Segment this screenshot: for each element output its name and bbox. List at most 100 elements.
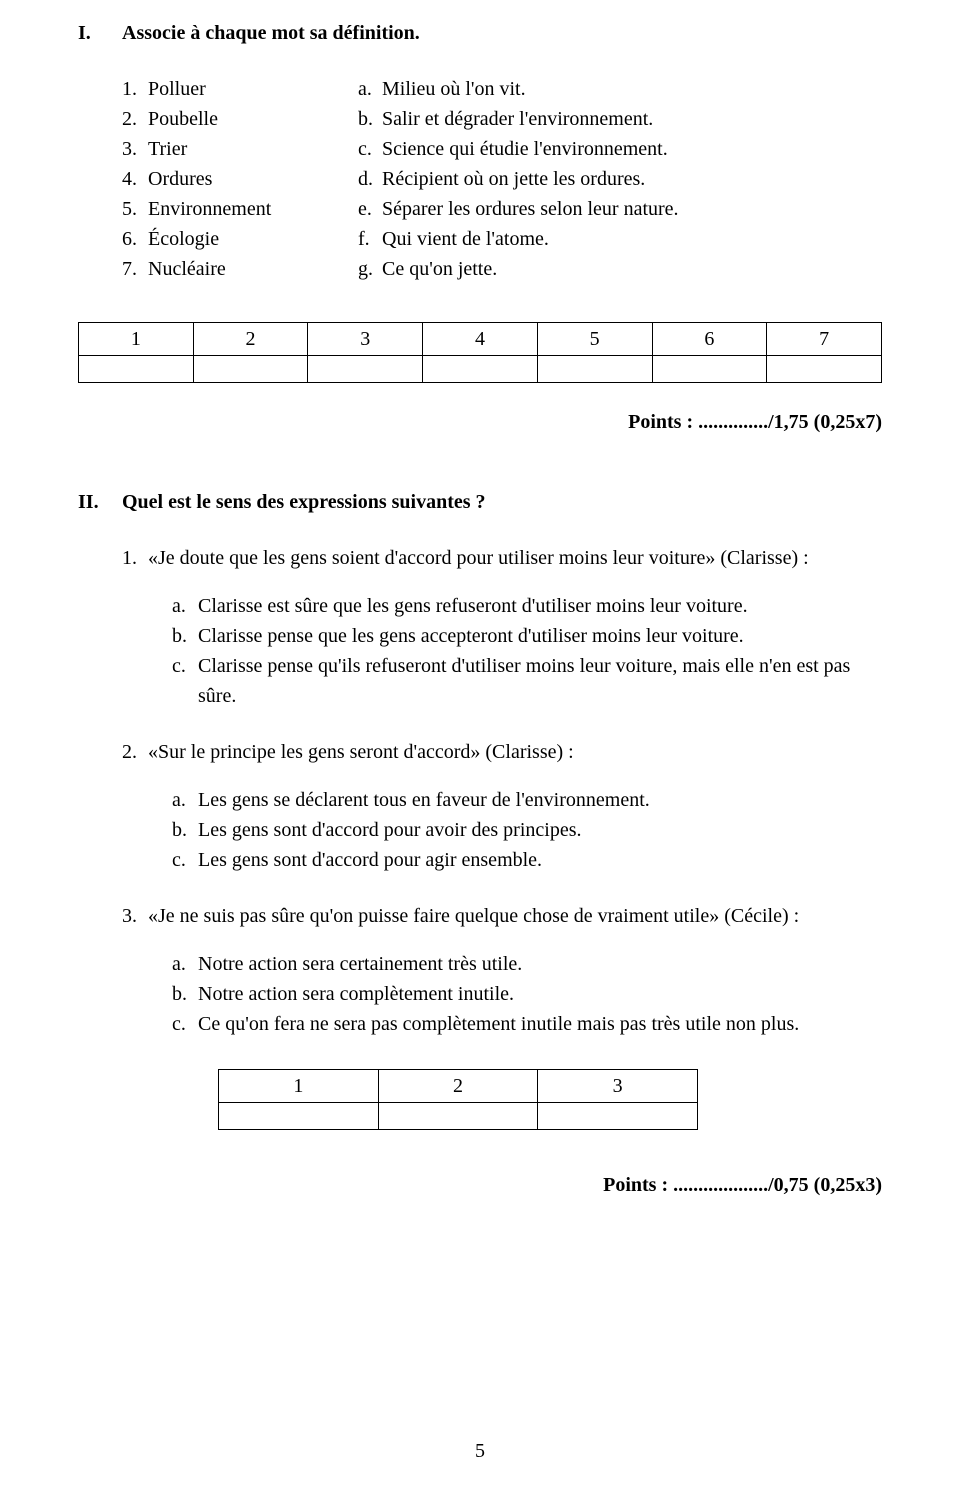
assoc-row: 6.Écologie f.Qui vient de l'atome.	[122, 224, 882, 254]
section-1-title: Associe à chaque mot sa définition.	[122, 18, 420, 48]
answer-cell[interactable]	[79, 356, 194, 383]
table-header-cell: 1	[79, 323, 194, 356]
assoc-def: Science qui étudie l'environnement.	[382, 134, 668, 164]
assoc-term: Polluer	[148, 74, 206, 104]
table-header-cell: 2	[193, 323, 308, 356]
page: I. Associe à chaque mot sa définition. 1…	[0, 0, 960, 1488]
answer-cell[interactable]	[423, 356, 538, 383]
assoc-letter: g.	[358, 254, 382, 284]
option-text: Clarisse pense que les gens accepteront …	[198, 621, 882, 651]
question-number: 2.	[122, 737, 148, 767]
option-letter: a.	[172, 591, 198, 621]
assoc-term: Écologie	[148, 224, 219, 254]
option-text: Notre action sera certainement très util…	[198, 949, 882, 979]
table-header-cell: 2	[378, 1070, 538, 1103]
assoc-num: 6.	[122, 224, 148, 254]
option-text: Notre action sera complètement inutile.	[198, 979, 882, 1009]
option-list: a.Notre action sera certainement très ut…	[172, 949, 882, 1039]
option-row: a.Notre action sera certainement très ut…	[172, 949, 882, 979]
option-letter: c.	[172, 845, 198, 875]
question-text: «Je ne suis pas sûre qu'on puisse faire …	[148, 901, 799, 931]
question-item: 1. «Je doute que les gens soient d'accor…	[122, 543, 882, 573]
assoc-num: 4.	[122, 164, 148, 194]
assoc-num: 2.	[122, 104, 148, 134]
option-row: b.Clarisse pense que les gens accepteron…	[172, 621, 882, 651]
section-1-roman: I.	[78, 18, 122, 48]
table-row: 1 2 3 4 5 6 7	[79, 323, 882, 356]
answer-cell[interactable]	[538, 1103, 698, 1130]
option-text: Les gens sont d'accord pour avoir des pr…	[198, 815, 882, 845]
question-item: 2. «Sur le principe les gens seront d'ac…	[122, 737, 882, 767]
option-row: c.Les gens sont d'accord pour agir ensem…	[172, 845, 882, 875]
assoc-letter: f.	[358, 224, 382, 254]
option-row: a.Les gens se déclarent tous en faveur d…	[172, 785, 882, 815]
table-header-cell: 4	[423, 323, 538, 356]
option-text: Ce qu'on fera ne sera pas complètement i…	[198, 1009, 882, 1039]
assoc-letter: e.	[358, 194, 382, 224]
section-2-roman: II.	[78, 487, 122, 517]
points-line-1: Points : ............../1,75 (0,25x7)	[78, 407, 882, 437]
table-row	[79, 356, 882, 383]
page-number: 5	[0, 1436, 960, 1466]
answer-cell[interactable]	[537, 356, 652, 383]
assoc-row: 1.Polluer a.Milieu où l'on vit.	[122, 74, 882, 104]
option-list: a.Clarisse est sûre que les gens refuser…	[172, 591, 882, 711]
assoc-term: Ordures	[148, 164, 212, 194]
option-letter: a.	[172, 785, 198, 815]
assoc-def: Ce qu'on jette.	[382, 254, 497, 284]
question-number: 3.	[122, 901, 148, 931]
assoc-def: Qui vient de l'atome.	[382, 224, 549, 254]
table-header-cell: 3	[538, 1070, 698, 1103]
answer-cell[interactable]	[193, 356, 308, 383]
assoc-row: 3.Trier c.Science qui étudie l'environne…	[122, 134, 882, 164]
option-letter: c.	[172, 1009, 198, 1039]
option-text: Les gens se déclarent tous en faveur de …	[198, 785, 882, 815]
section-2-title: Quel est le sens des expressions suivant…	[122, 487, 486, 517]
question-item: 3. «Je ne suis pas sûre qu'on puisse fai…	[122, 901, 882, 931]
table-header-cell: 1	[219, 1070, 379, 1103]
answer-table-1: 1 2 3 4 5 6 7	[78, 322, 882, 383]
answer-table-2-wrap: 1 2 3	[218, 1069, 698, 1130]
table-header-cell: 6	[652, 323, 767, 356]
assoc-letter: a.	[358, 74, 382, 104]
option-text: Clarisse pense qu'ils refuseront d'utili…	[198, 651, 882, 711]
assoc-term: Environnement	[148, 194, 271, 224]
assoc-def: Récipient où on jette les ordures.	[382, 164, 645, 194]
table-header-cell: 7	[767, 323, 882, 356]
option-letter: b.	[172, 621, 198, 651]
assoc-num: 1.	[122, 74, 148, 104]
table-row: 1 2 3	[219, 1070, 698, 1103]
option-letter: a.	[172, 949, 198, 979]
assoc-def: Séparer les ordures selon leur nature.	[382, 194, 679, 224]
section-1-heading: I. Associe à chaque mot sa définition.	[78, 18, 882, 48]
assoc-letter: b.	[358, 104, 382, 134]
assoc-letter: d.	[358, 164, 382, 194]
answer-table-2: 1 2 3	[218, 1069, 698, 1130]
option-row: c.Clarisse pense qu'ils refuseront d'uti…	[172, 651, 882, 711]
question-number: 1.	[122, 543, 148, 573]
answer-cell[interactable]	[652, 356, 767, 383]
option-row: b.Les gens sont d'accord pour avoir des …	[172, 815, 882, 845]
points-line-2: Points : .................../0,75 (0,25x…	[78, 1170, 882, 1200]
assoc-num: 3.	[122, 134, 148, 164]
option-letter: b.	[172, 979, 198, 1009]
assoc-letter: c.	[358, 134, 382, 164]
answer-cell[interactable]	[308, 356, 423, 383]
question-text: «Je doute que les gens soient d'accord p…	[148, 543, 809, 573]
answer-cell[interactable]	[219, 1103, 379, 1130]
assoc-row: 7.Nucléaire g.Ce qu'on jette.	[122, 254, 882, 284]
option-list: a.Les gens se déclarent tous en faveur d…	[172, 785, 882, 875]
table-row	[219, 1103, 698, 1130]
assoc-row: 5.Environnement e.Séparer les ordures se…	[122, 194, 882, 224]
assoc-num: 5.	[122, 194, 148, 224]
assoc-def: Milieu où l'on vit.	[382, 74, 526, 104]
section-2-heading: II. Quel est le sens des expressions sui…	[78, 487, 882, 517]
assoc-term: Trier	[148, 134, 187, 164]
option-text: Les gens sont d'accord pour agir ensembl…	[198, 845, 882, 875]
option-row: c.Ce qu'on fera ne sera pas complètement…	[172, 1009, 882, 1039]
table-header-cell: 5	[537, 323, 652, 356]
answer-cell[interactable]	[378, 1103, 538, 1130]
answer-cell[interactable]	[767, 356, 882, 383]
option-row: a.Clarisse est sûre que les gens refuser…	[172, 591, 882, 621]
option-text: Clarisse est sûre que les gens refuseron…	[198, 591, 882, 621]
